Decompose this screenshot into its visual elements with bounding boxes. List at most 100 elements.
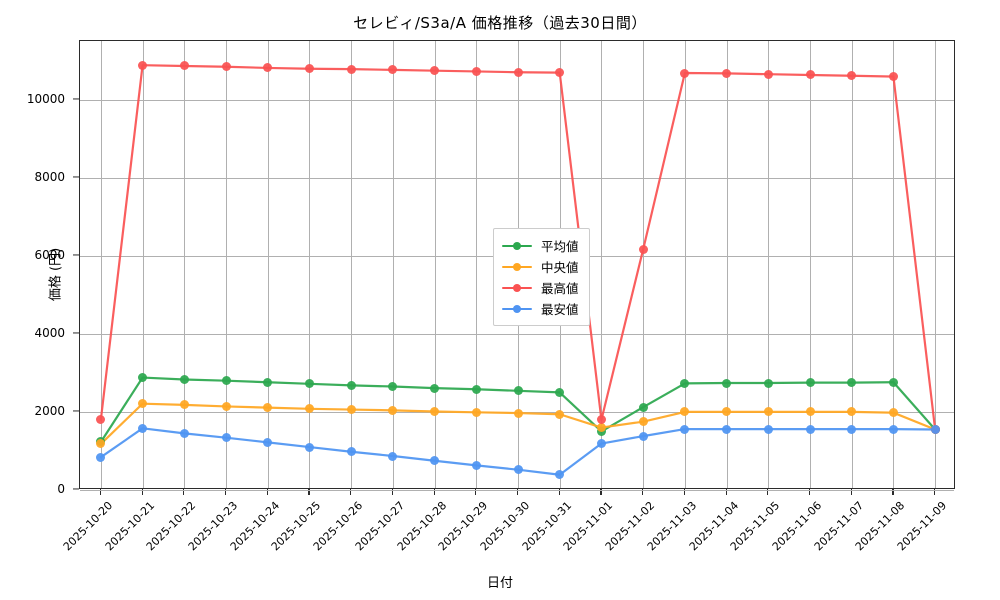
legend-swatch-icon	[502, 303, 532, 315]
y-axis-tick-mark	[73, 98, 79, 100]
chart-legend: 平均値中央値最高値最安値	[493, 228, 590, 326]
data-point	[430, 66, 440, 76]
gridline-vertical	[935, 41, 937, 488]
legend-item[interactable]: 中央値	[502, 256, 579, 277]
data-point	[388, 451, 398, 461]
x-axis-label: 日付	[486, 576, 513, 591]
legend-swatch-icon	[502, 282, 532, 294]
data-point	[304, 404, 314, 414]
data-point	[722, 424, 732, 434]
data-point	[221, 62, 231, 72]
gridline-vertical	[643, 41, 645, 488]
data-point	[263, 437, 273, 447]
data-point	[763, 69, 773, 79]
y-axis-tick-label: 0	[57, 482, 65, 496]
data-point	[638, 244, 648, 254]
data-point	[888, 424, 898, 434]
x-axis-tick-mark	[892, 489, 894, 495]
data-point	[513, 386, 523, 396]
data-point	[555, 470, 565, 480]
data-point	[638, 431, 648, 441]
legend-label: 最高値	[541, 281, 579, 296]
legend-label: 最安値	[541, 302, 579, 317]
data-point	[179, 61, 189, 71]
data-point	[555, 409, 565, 419]
x-axis-tick-mark	[850, 489, 852, 495]
data-point	[763, 407, 773, 417]
x-axis-tick-mark	[141, 489, 143, 495]
y-axis-tick-label: 4000	[34, 325, 65, 340]
legend-item[interactable]: 最安値	[502, 298, 579, 319]
gridline-vertical	[601, 41, 603, 488]
data-point	[847, 407, 857, 417]
legend-label: 中央値	[541, 260, 579, 275]
data-point	[430, 383, 440, 393]
legend-label: 平均値	[541, 239, 579, 254]
data-point	[763, 424, 773, 434]
data-point	[430, 407, 440, 417]
gridline-vertical	[851, 41, 853, 488]
data-point	[555, 68, 565, 78]
data-point	[805, 378, 815, 388]
x-axis-tick-mark	[99, 489, 101, 495]
y-axis-tick-label: 2000	[34, 403, 65, 418]
y-axis-tick-mark	[73, 332, 79, 334]
data-point	[304, 442, 314, 452]
x-axis-tick-mark	[558, 489, 560, 495]
y-axis-tick-mark	[73, 410, 79, 412]
data-point	[513, 408, 523, 418]
data-point	[847, 71, 857, 81]
chart-title: セレビィ/S3a/A 価格推移（過去30日間）	[353, 14, 647, 32]
y-axis-tick-label: 6000	[34, 247, 65, 262]
data-point	[221, 376, 231, 386]
data-point	[805, 407, 815, 417]
gridline-vertical	[392, 41, 394, 488]
data-point	[263, 377, 273, 387]
x-axis-tick-mark	[475, 489, 477, 495]
y-axis-tick-mark	[73, 488, 79, 490]
gridline-vertical	[810, 41, 811, 488]
gridline-vertical	[309, 41, 311, 488]
data-point	[722, 68, 732, 78]
gridline-vertical	[142, 41, 144, 488]
data-point	[847, 378, 857, 388]
x-axis-ticks: 2025-10-20 2025-10-21 2025-10-22 2025-10-23…	[61, 489, 955, 599]
data-point	[430, 456, 440, 466]
data-point	[471, 407, 481, 417]
data-point	[388, 65, 398, 75]
data-point	[555, 387, 565, 397]
data-point	[179, 400, 189, 410]
data-point	[96, 415, 106, 425]
y-axis-tick-mark	[73, 176, 79, 178]
data-point	[346, 405, 356, 415]
y-axis-tick-label: 10000	[26, 91, 65, 106]
gridline-vertical	[100, 41, 102, 488]
legend-item[interactable]: 平均値	[502, 235, 579, 256]
x-axis-tick-mark	[767, 489, 769, 495]
x-axis-tick-mark	[225, 489, 227, 495]
data-point	[138, 60, 148, 70]
data-point	[304, 64, 314, 74]
data-point	[304, 379, 314, 389]
y-axis-tick-label: 8000	[34, 169, 65, 184]
gridline-vertical	[226, 41, 227, 488]
gridline-horizontal	[80, 177, 954, 179]
data-point	[805, 424, 815, 434]
data-point	[96, 452, 106, 462]
x-axis-tick-mark	[683, 489, 685, 495]
data-point	[888, 72, 898, 82]
data-point	[346, 380, 356, 390]
data-point	[221, 401, 231, 411]
data-point	[138, 399, 148, 409]
data-point	[221, 433, 231, 443]
legend-item[interactable]: 最高値	[502, 277, 579, 298]
data-point	[471, 384, 481, 394]
gridline-vertical	[267, 41, 269, 488]
gridline-horizontal	[80, 99, 954, 101]
data-point	[179, 375, 189, 384]
x-axis-tick-mark	[433, 489, 435, 495]
data-point	[596, 439, 606, 449]
gridline-vertical	[351, 41, 353, 488]
gridline-vertical	[684, 41, 686, 488]
